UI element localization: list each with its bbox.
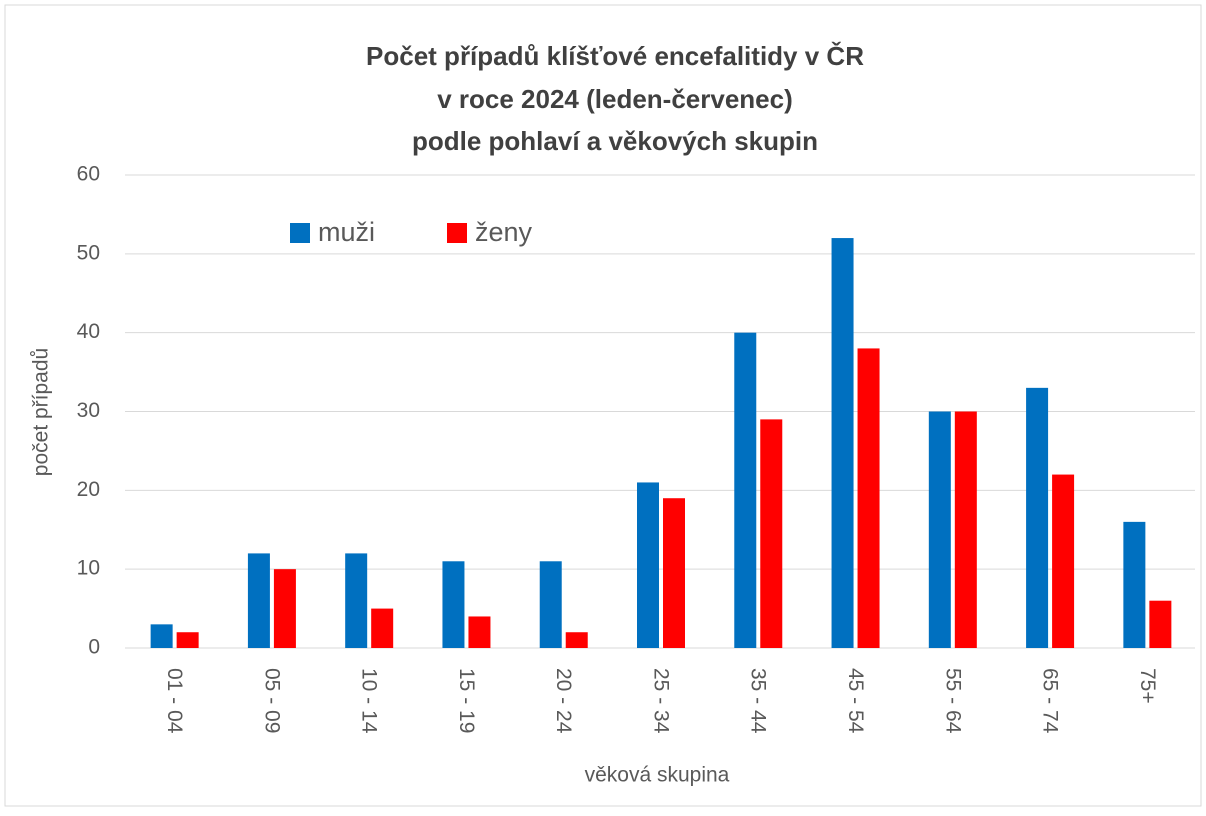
bar xyxy=(247,553,270,648)
bar xyxy=(1026,387,1049,648)
bar xyxy=(539,561,562,648)
y-tick-label: 40 xyxy=(77,320,100,343)
y-tick-label: 20 xyxy=(77,478,100,501)
x-tick-label: 35 - 44 xyxy=(747,668,770,734)
bar xyxy=(1123,521,1146,648)
bar xyxy=(1149,600,1172,648)
bar xyxy=(345,553,368,648)
y-tick-label: 0 xyxy=(88,636,100,659)
y-tick-label: 30 xyxy=(77,399,100,422)
bar xyxy=(831,238,854,649)
bar xyxy=(468,616,491,648)
x-tick-label: 45 - 54 xyxy=(844,668,867,734)
x-tick-label: 75+ xyxy=(1136,668,1159,704)
x-tick-label: 65 - 74 xyxy=(1039,668,1062,734)
legend-swatch xyxy=(290,223,310,243)
x-tick-label: 01 - 04 xyxy=(163,668,186,734)
bar xyxy=(150,624,173,648)
bar xyxy=(565,632,588,648)
x-tick-label: 55 - 64 xyxy=(941,668,964,734)
bar xyxy=(857,348,880,648)
y-tick-label: 50 xyxy=(77,241,100,264)
x-tick-label: 20 - 24 xyxy=(552,668,575,734)
chart-border xyxy=(4,4,1202,807)
legend-label: muži xyxy=(318,217,375,247)
x-tick-label: 15 - 19 xyxy=(455,668,478,733)
y-axis-label: počet případů xyxy=(30,348,53,476)
x-tick-label: 25 - 34 xyxy=(649,668,672,734)
legend-swatch xyxy=(447,223,467,243)
bar xyxy=(1052,474,1075,648)
x-axis-label: věková skupina xyxy=(585,764,730,787)
bar xyxy=(928,411,951,648)
bar xyxy=(734,332,757,648)
y-tick-label: 10 xyxy=(77,557,100,580)
bar xyxy=(371,608,394,648)
bar xyxy=(954,411,977,648)
x-tick-label: 10 - 14 xyxy=(358,668,381,734)
x-tick-label: 05 - 09 xyxy=(260,668,283,733)
bar xyxy=(760,419,783,648)
chart-title: podle pohlaví a věkových skupin xyxy=(412,126,818,156)
legend-label: ženy xyxy=(475,217,533,247)
bar xyxy=(176,632,199,648)
bar xyxy=(273,569,296,648)
chart-title: Počet případů klíšťové encefalitidy v ČR xyxy=(366,41,864,71)
bar xyxy=(442,561,465,648)
bar xyxy=(663,498,685,648)
y-tick-label: 60 xyxy=(77,163,100,186)
chart-title: v roce 2024 (leden-červenec) xyxy=(437,84,793,114)
bar xyxy=(637,482,659,648)
